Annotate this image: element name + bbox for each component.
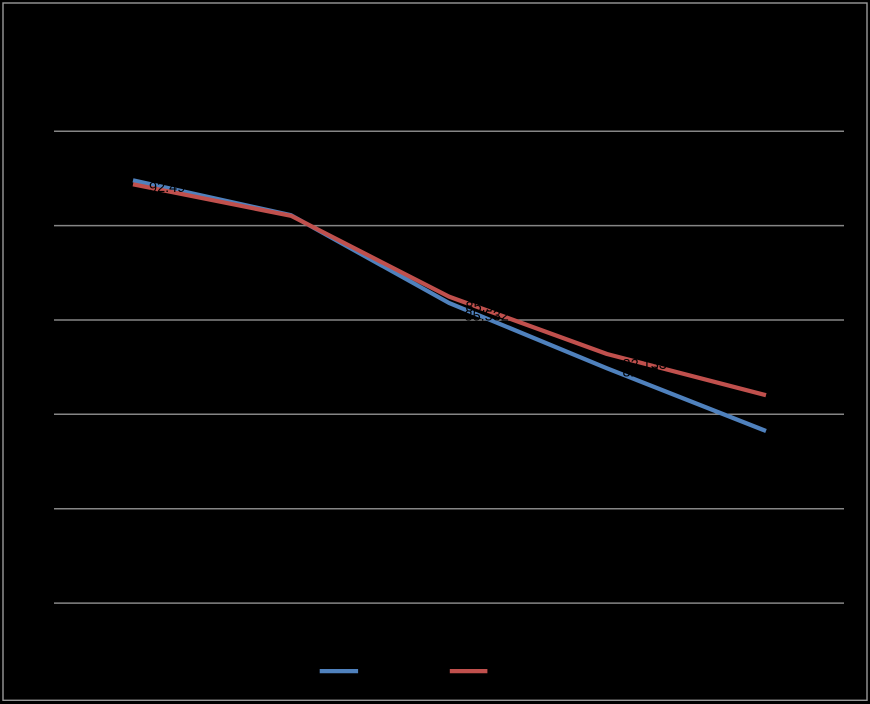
- svg-text:92.49: 92.49: [149, 180, 185, 196]
- svg-text:Serie2: Serie2: [493, 664, 535, 680]
- svg-text:Serie1: Serie1: [364, 664, 406, 680]
- svg-text:85.953: 85.953: [466, 300, 510, 316]
- svg-text:82.19: 82.19: [623, 365, 659, 381]
- svg-text:85.532: 85.532: [465, 309, 509, 325]
- svg-text:82.133: 82.133: [623, 357, 667, 373]
